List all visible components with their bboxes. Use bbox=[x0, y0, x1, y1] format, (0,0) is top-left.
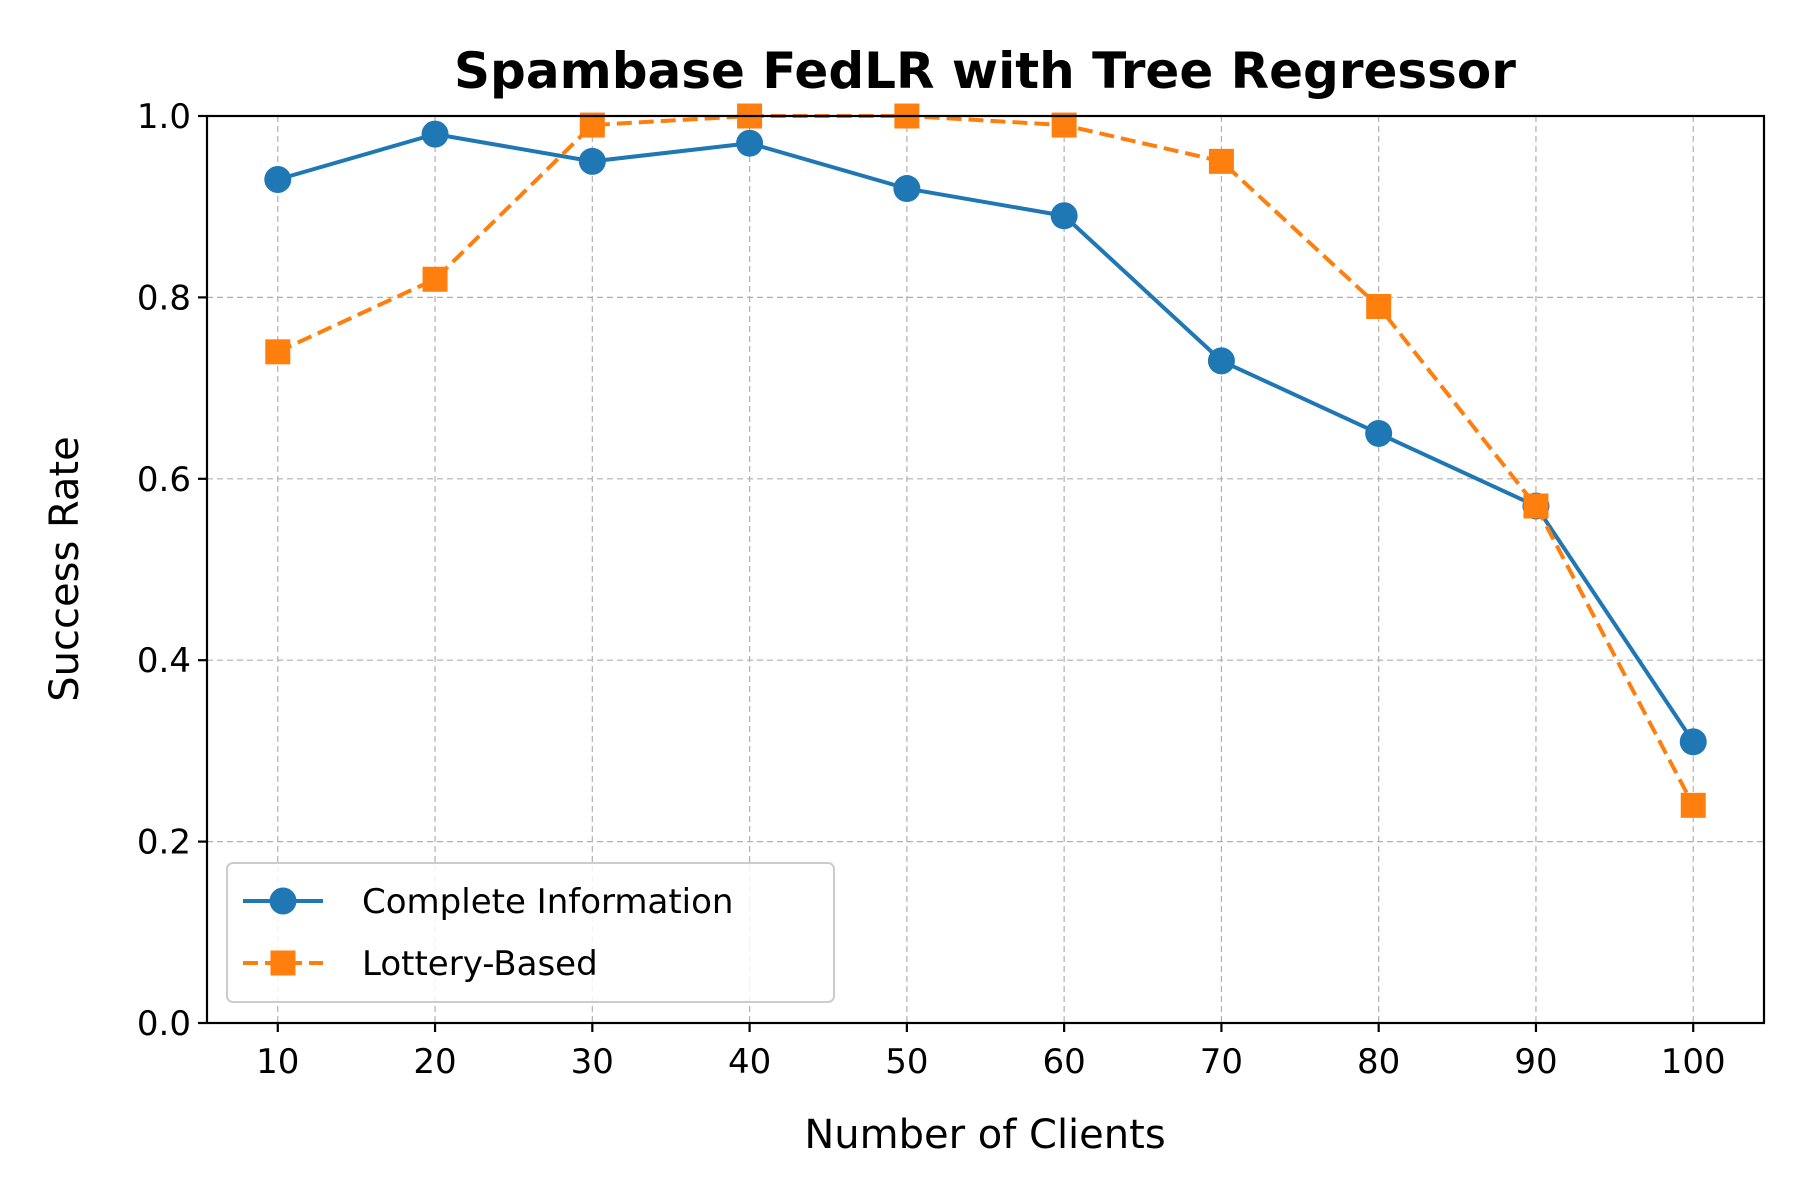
data-point bbox=[1523, 493, 1549, 519]
data-point bbox=[421, 120, 449, 148]
series-layer bbox=[264, 103, 1707, 818]
data-point bbox=[1679, 728, 1707, 756]
x-axis: 10 20 30 40 50 60 70 80 90 100 bbox=[256, 1023, 1726, 1082]
x-tick-label: 90 bbox=[1514, 1042, 1557, 1082]
data-point bbox=[1050, 202, 1078, 230]
data-point bbox=[578, 147, 606, 175]
data-point bbox=[422, 266, 448, 292]
plot-frame bbox=[205, 114, 1766, 1025]
series-line bbox=[276, 114, 1695, 807]
data-point bbox=[1365, 419, 1393, 447]
x-tick-label: 100 bbox=[1661, 1042, 1726, 1082]
y-tick-label: 0.6 bbox=[137, 460, 191, 500]
data-point bbox=[265, 339, 291, 365]
legend-label: Complete Information bbox=[362, 882, 733, 922]
x-tick-label: 50 bbox=[885, 1042, 928, 1082]
y-tick-label: 1.0 bbox=[137, 97, 191, 137]
y-axis-label: Success Rate bbox=[42, 436, 88, 701]
data-point bbox=[1207, 347, 1235, 375]
chart-title: Spambase FedLR with Tree Regressor bbox=[454, 42, 1516, 100]
legend-marker bbox=[270, 950, 296, 976]
data-point bbox=[1366, 293, 1392, 319]
data-point bbox=[1208, 148, 1234, 174]
y-tick-label: 0.4 bbox=[137, 641, 191, 681]
x-tick-label: 20 bbox=[413, 1042, 456, 1082]
data-point bbox=[1680, 792, 1706, 818]
data-point bbox=[736, 129, 764, 157]
legend-label: Lottery-Based bbox=[362, 944, 598, 984]
legend-marker bbox=[269, 887, 297, 915]
y-tick-label: 0.0 bbox=[137, 1004, 191, 1044]
series-2 bbox=[265, 103, 1706, 818]
x-tick-label: 10 bbox=[256, 1042, 299, 1082]
y-axis: 0.0 0.2 0.4 0.6 0.8 1.0 bbox=[137, 97, 207, 1044]
x-tick-label: 80 bbox=[1357, 1042, 1400, 1082]
x-tick-label: 70 bbox=[1200, 1042, 1243, 1082]
series-line bbox=[277, 132, 1695, 743]
legend-box bbox=[226, 862, 835, 1003]
x-tick-label: 30 bbox=[571, 1042, 614, 1082]
legend: Complete Information Lottery-Based bbox=[226, 862, 835, 1003]
data-point bbox=[264, 165, 292, 193]
x-axis-label: Number of Clients bbox=[804, 1112, 1165, 1158]
x-tick-label: 40 bbox=[728, 1042, 771, 1082]
y-tick-label: 0.2 bbox=[137, 823, 191, 863]
x-tick-label: 60 bbox=[1043, 1042, 1086, 1082]
y-tick-label: 0.8 bbox=[137, 278, 191, 318]
data-point bbox=[893, 175, 921, 203]
